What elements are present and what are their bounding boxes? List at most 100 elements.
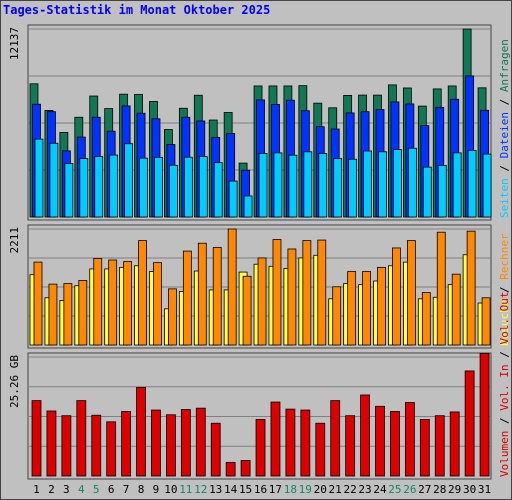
bar-volumen [136,387,146,477]
bar-volumen [210,422,221,477]
x-tick-label: 8 [138,483,145,496]
x-tick-label: 20 [314,483,327,496]
bar-rechner [257,257,267,346]
bar-rechner [108,259,118,346]
bar-rechner [212,247,222,346]
x-tick-label: 2 [48,483,55,496]
x-tick-label: 19 [299,483,312,496]
bar-seiten [437,165,447,218]
bar-volumen [121,411,132,477]
bar-rechner [197,242,207,346]
x-tick-label: 3 [63,483,70,496]
chart-title: Tages-Statistik im Monat Oktober 2025 [3,3,274,17]
bar-volumen [195,407,206,477]
bar-seiten [452,152,462,218]
bar-seiten [407,147,417,218]
bar-rechner [242,275,252,346]
x-tick-label: 28 [433,483,446,496]
bar-rechner [406,240,416,346]
bar-volumen [375,405,385,477]
bar-rechner [317,239,327,346]
x-tick-label: 17 [269,483,282,496]
bar-seiten [228,180,238,218]
bar-volumen [31,400,42,477]
bar-seiten [378,151,387,218]
legend-item: Rechner [498,233,511,280]
panel-max-label: 12137 [8,27,21,60]
bar-rechner [48,283,58,346]
bar-volumen [270,401,281,477]
x-tick-label: 5 [93,483,100,496]
bar-volumen [330,400,341,477]
legend-separator: / [498,158,511,178]
legend-item: Volumen [498,431,511,477]
bar-volumen [151,409,161,477]
x-tick-label: 11 [179,483,192,496]
bar-rechner [377,266,386,346]
bar-seiten [318,153,328,218]
bar-rechner [138,240,147,346]
bar-seiten [183,156,193,218]
bar-seiten [363,150,372,218]
bar-volumen [345,415,356,477]
legend-separator: / [498,280,511,300]
bar-rechner [332,286,342,346]
bar-volumen [300,409,311,477]
bar-rechner [182,250,192,346]
bar-seiten [258,153,268,218]
legend-item: Anfragen [498,39,511,92]
x-tick-label: 18 [284,483,297,496]
bar-volumen [360,394,370,477]
bar-seiten [348,158,358,218]
bar-volumen [240,460,251,477]
bar-volumen [225,461,236,477]
chart-title-text: Tages-Statistik im Monat Oktober 2025 [3,3,271,17]
x-tick-label: 16 [254,483,267,496]
bar-volumen [285,408,296,477]
bar-volumen [479,353,490,477]
x-tick-label: 21 [329,483,342,496]
bar-rechner [153,262,162,346]
bar-rechner [451,273,461,346]
x-tick-label: 1 [33,483,40,496]
bar-volumen [449,411,460,477]
legend-separator: / [498,92,511,112]
panel-volume: 25.26 GB Volumen / Vol. In / Vol. Out [8,292,511,480]
x-tick-label: 15 [239,483,252,496]
x-tick-label: 7 [123,483,130,496]
bar-volumen [404,402,415,477]
bar-seiten [467,149,477,218]
bar-seiten [124,143,134,218]
bar-seiten [79,158,89,218]
legend-separator: / [498,411,511,431]
bar-volumen [180,409,191,477]
x-tick-label: 29 [448,483,461,496]
bar-rechner [421,292,431,346]
bar-volumen [61,415,72,477]
x-tick-label: 26 [403,483,416,496]
bar-seiten [94,156,104,218]
bar-rechner [392,247,401,346]
panel-legend: Volumen / Vol. In / Vol. Out [498,292,511,477]
bar-seiten [34,138,44,218]
bar-seiten [333,158,343,218]
bar-rechner [33,261,43,346]
x-tick-label: 10 [164,483,177,496]
bar-volumen [390,411,400,477]
panel-visits: 2211 Besuche / Rechner [8,224,511,349]
bar-rechner [227,228,237,346]
bar-volumen [166,414,176,477]
bar-rechner [287,248,297,346]
bar-seiten [303,151,313,218]
legend-item: Dateien [498,112,511,158]
panel-max-label: 25.26 GB [8,355,21,408]
x-tick-label: 31 [478,483,491,496]
bar-volumen [464,370,475,477]
bar-rechner [302,240,312,346]
bar-volumen [106,421,117,477]
bar-rechner [93,258,103,346]
bar-seiten [243,195,253,218]
bar-seiten [154,156,163,218]
